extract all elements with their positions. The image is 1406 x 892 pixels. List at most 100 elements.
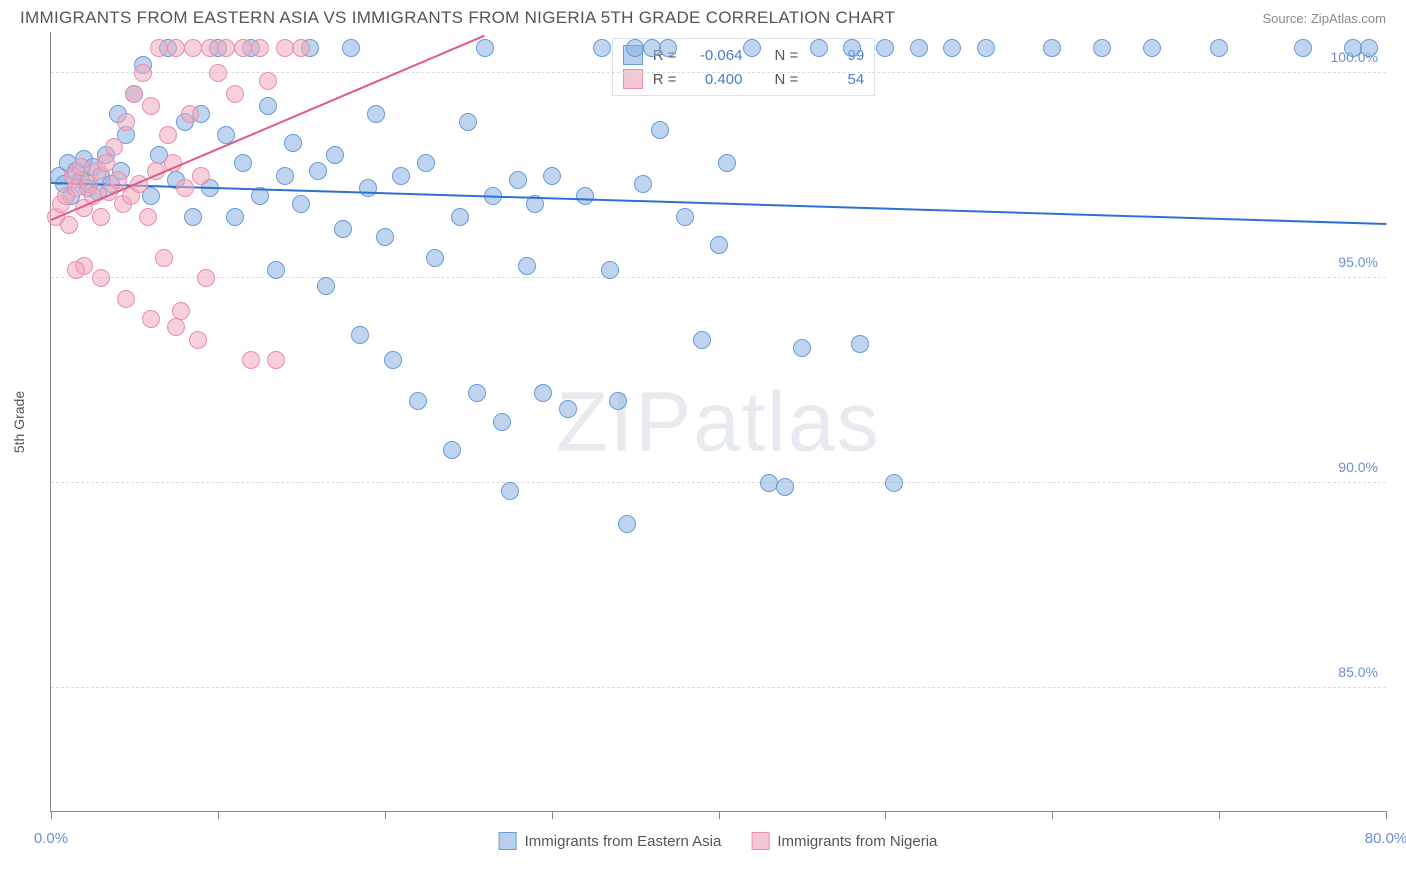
n-value: 54 (808, 71, 864, 88)
n-label: N = (774, 71, 798, 88)
data-point (142, 97, 160, 115)
data-point (576, 187, 594, 205)
data-point (760, 474, 778, 492)
data-point (72, 158, 90, 176)
data-point (117, 290, 135, 308)
data-point (342, 39, 360, 57)
data-point (359, 179, 377, 197)
x-tick (885, 811, 886, 819)
data-point (234, 154, 252, 172)
data-point (977, 39, 995, 57)
source-text: Source: ZipAtlas.com (1262, 11, 1386, 26)
data-point (67, 261, 85, 279)
data-point (251, 39, 269, 57)
data-point (284, 134, 302, 152)
series-name: Immigrants from Eastern Asia (525, 833, 722, 850)
r-value: 0.400 (686, 71, 742, 88)
data-point (451, 208, 469, 226)
legend-swatch (499, 832, 517, 850)
data-point (97, 154, 115, 172)
data-point (326, 146, 344, 164)
data-point (1360, 39, 1378, 57)
data-point (643, 39, 661, 57)
r-value: -0.064 (686, 47, 742, 64)
data-point (618, 515, 636, 533)
x-tick-label: 0.0% (34, 830, 68, 847)
data-point (92, 269, 110, 287)
data-point (172, 302, 190, 320)
data-point (559, 400, 577, 418)
x-tick (218, 811, 219, 819)
data-point (292, 39, 310, 57)
data-point (226, 208, 244, 226)
data-point (276, 167, 294, 185)
data-point (197, 269, 215, 287)
data-point (634, 175, 652, 193)
data-point (117, 113, 135, 131)
data-point (309, 162, 327, 180)
data-point (409, 392, 427, 410)
data-point (876, 39, 894, 57)
data-point (509, 171, 527, 189)
chart-title: IMMIGRANTS FROM EASTERN ASIA VS IMMIGRAN… (20, 8, 895, 28)
data-point (292, 195, 310, 213)
data-point (443, 441, 461, 459)
data-point (142, 310, 160, 328)
data-point (134, 64, 152, 82)
series-name: Immigrants from Nigeria (777, 833, 937, 850)
data-point (493, 413, 511, 431)
x-tick (719, 811, 720, 819)
data-point (1344, 39, 1362, 57)
series-legend: Immigrants from Eastern Asia Immigrants f… (499, 832, 938, 850)
data-point (626, 39, 644, 57)
data-point (184, 39, 202, 57)
watermark: ZIPatlas (556, 373, 880, 470)
data-point (259, 97, 277, 115)
data-point (518, 257, 536, 275)
data-point (267, 351, 285, 369)
y-axis-label: 5th Grade (11, 390, 27, 452)
data-point (1093, 39, 1111, 57)
data-point (109, 171, 127, 189)
data-point (242, 351, 260, 369)
data-point (609, 392, 627, 410)
data-point (189, 331, 207, 349)
data-point (276, 39, 294, 57)
data-point (392, 167, 410, 185)
data-point (843, 39, 861, 57)
data-point (593, 39, 611, 57)
data-point (176, 179, 194, 197)
data-point (192, 167, 210, 185)
data-point (718, 154, 736, 172)
r-label: R = (653, 71, 677, 88)
data-point (476, 39, 494, 57)
gridline (51, 277, 1386, 278)
data-point (217, 39, 235, 57)
y-tick-label: 95.0% (1338, 254, 1378, 270)
data-point (710, 236, 728, 254)
data-point (105, 138, 123, 156)
gridline (51, 687, 1386, 688)
data-point (155, 249, 173, 267)
data-point (659, 39, 677, 57)
data-point (184, 208, 202, 226)
x-tick (1386, 811, 1387, 819)
x-tick (51, 811, 52, 819)
gridline (51, 72, 1386, 73)
data-point (651, 121, 669, 139)
data-point (92, 208, 110, 226)
data-point (376, 228, 394, 246)
data-point (543, 167, 561, 185)
x-tick (1219, 811, 1220, 819)
data-point (60, 216, 78, 234)
data-point (534, 384, 552, 402)
data-point (384, 351, 402, 369)
legend-item: Immigrants from Nigeria (751, 832, 937, 850)
data-point (150, 39, 168, 57)
scatter-plot: 5th Grade ZIPatlas R =-0.064N =99R =0.40… (50, 32, 1386, 812)
data-point (125, 85, 143, 103)
y-tick-label: 85.0% (1338, 664, 1378, 680)
data-point (1043, 39, 1061, 57)
x-tick (385, 811, 386, 819)
data-point (234, 39, 252, 57)
